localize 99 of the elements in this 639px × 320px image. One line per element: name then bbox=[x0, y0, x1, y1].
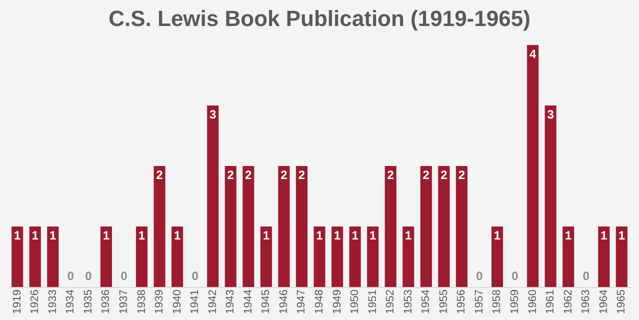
data-label: 2 bbox=[387, 168, 394, 182]
bar bbox=[384, 166, 396, 287]
data-label: 2 bbox=[440, 168, 448, 182]
data-label: 1 bbox=[494, 228, 501, 242]
x-tick-label: 1942 bbox=[206, 290, 219, 314]
x-tick-label: 1954 bbox=[420, 290, 432, 314]
data-label: 0 bbox=[476, 269, 484, 283]
bar bbox=[47, 226, 59, 287]
bar bbox=[616, 226, 628, 287]
bar bbox=[12, 226, 24, 287]
data-label: 2 bbox=[156, 168, 164, 182]
data-label: 4 bbox=[529, 47, 536, 61]
x-tick-label: 1960 bbox=[526, 290, 539, 314]
x-tick-label: 1963 bbox=[580, 290, 592, 314]
bar bbox=[260, 226, 272, 287]
x-tick-label: 1948 bbox=[314, 290, 326, 314]
bar bbox=[242, 166, 254, 287]
data-label: 2 bbox=[298, 168, 306, 182]
x-tick-label: 1961 bbox=[544, 290, 557, 314]
data-label: 3 bbox=[547, 108, 554, 122]
data-label: 1 bbox=[565, 228, 572, 242]
bar bbox=[544, 106, 556, 287]
data-label: 1 bbox=[262, 228, 270, 242]
x-tick-label: 1936 bbox=[100, 290, 112, 314]
x-tick-label: 1944 bbox=[242, 290, 254, 314]
bar bbox=[367, 226, 379, 287]
x-tick-label: 1939 bbox=[154, 290, 166, 314]
x-tick-label: 1938 bbox=[136, 290, 148, 314]
bar bbox=[207, 106, 219, 287]
data-label: 1 bbox=[174, 228, 181, 242]
x-tick-label: 1949 bbox=[331, 290, 344, 314]
data-label: 3 bbox=[210, 108, 217, 122]
bar bbox=[491, 226, 504, 287]
x-tick-label: 1947 bbox=[296, 290, 308, 314]
data-label: 1 bbox=[50, 228, 57, 242]
bar bbox=[420, 166, 432, 287]
data-label: 1 bbox=[352, 228, 359, 242]
bar bbox=[402, 226, 414, 287]
x-tick-label: 1945 bbox=[260, 290, 272, 314]
x-tick-label: 1965 bbox=[616, 290, 628, 314]
data-label: 0 bbox=[120, 269, 128, 283]
data-label: 1 bbox=[618, 228, 626, 242]
x-tick-label: 1919 bbox=[11, 290, 24, 314]
bar bbox=[456, 166, 468, 287]
bar bbox=[438, 166, 450, 287]
x-tick-label: 1958 bbox=[491, 290, 504, 314]
data-label: 1 bbox=[334, 228, 341, 242]
x-tick-label: 1956 bbox=[456, 290, 468, 314]
x-tick-label: 1951 bbox=[366, 290, 379, 314]
data-label: 1 bbox=[369, 228, 376, 242]
data-label: 0 bbox=[582, 269, 590, 283]
x-tick-label: 1943 bbox=[224, 290, 237, 314]
bar bbox=[332, 226, 344, 287]
bar bbox=[314, 226, 326, 287]
x-tick-label: 1957 bbox=[473, 290, 486, 314]
x-tick-label: 1934 bbox=[64, 290, 77, 314]
data-label: 1 bbox=[32, 228, 39, 242]
data-label: 0 bbox=[67, 269, 74, 283]
bar bbox=[598, 226, 610, 287]
data-label: 1 bbox=[600, 228, 608, 242]
chart-title: C.S. Lewis Book Publication (1919-1965) bbox=[108, 6, 530, 31]
x-tick-label: 1952 bbox=[384, 290, 397, 314]
bar bbox=[296, 166, 308, 287]
bar bbox=[562, 226, 574, 287]
x-tick-label: 1959 bbox=[509, 290, 522, 314]
x-tick-label: 1953 bbox=[402, 290, 414, 314]
bar bbox=[154, 166, 166, 287]
x-tick-label: 1941 bbox=[189, 290, 202, 314]
data-label: 2 bbox=[227, 168, 234, 182]
x-tick-label: 1950 bbox=[349, 290, 362, 314]
data-label: 2 bbox=[245, 168, 252, 182]
data-label: 0 bbox=[192, 269, 199, 283]
data-label: 2 bbox=[422, 168, 430, 182]
x-tick-label: 1937 bbox=[118, 290, 130, 314]
x-tick-label: 1940 bbox=[171, 290, 184, 314]
bar bbox=[172, 226, 184, 287]
data-label: 0 bbox=[512, 269, 519, 283]
bar bbox=[527, 45, 539, 287]
x-tick-label: 1935 bbox=[82, 290, 94, 314]
data-label: 1 bbox=[405, 228, 412, 242]
data-label: 2 bbox=[458, 168, 466, 182]
data-label: 1 bbox=[316, 228, 324, 242]
bar bbox=[278, 166, 290, 287]
x-tick-label: 1946 bbox=[278, 290, 290, 314]
data-label: 0 bbox=[85, 269, 92, 283]
data-label: 1 bbox=[102, 228, 110, 242]
bar bbox=[224, 166, 236, 287]
bar bbox=[349, 226, 361, 287]
bar bbox=[136, 226, 148, 287]
x-tick-label: 1962 bbox=[562, 290, 574, 314]
bar bbox=[100, 226, 112, 287]
data-label: 2 bbox=[280, 168, 288, 182]
x-tick-label: 1926 bbox=[29, 290, 42, 314]
x-tick-label: 1955 bbox=[438, 290, 450, 314]
data-label: 1 bbox=[138, 228, 146, 242]
data-label: 1 bbox=[14, 228, 21, 242]
bar bbox=[29, 226, 41, 287]
x-tick-label: 1933 bbox=[46, 290, 59, 314]
x-tick-label: 1964 bbox=[598, 290, 610, 314]
